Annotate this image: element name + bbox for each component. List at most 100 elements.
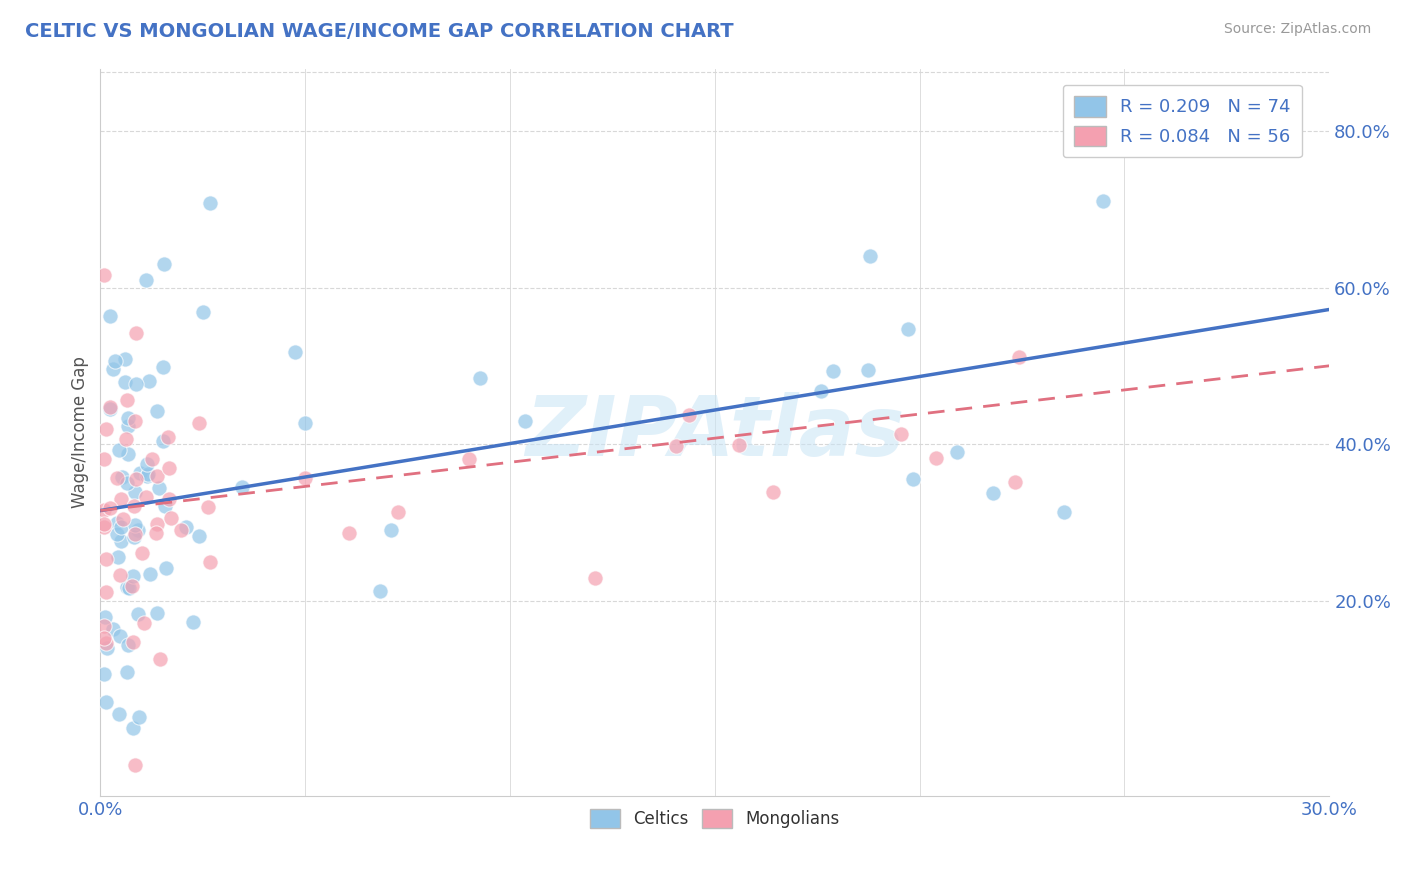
Point bbox=[188, 529, 211, 543]
Point bbox=[146, 469, 169, 483]
Point bbox=[93, 503, 115, 517]
Point bbox=[583, 571, 606, 585]
Point bbox=[145, 404, 167, 418]
Point bbox=[128, 466, 150, 480]
Point bbox=[138, 467, 160, 482]
Point bbox=[124, 414, 146, 428]
Point bbox=[96, 641, 118, 656]
Point bbox=[115, 393, 138, 408]
Point bbox=[114, 376, 136, 390]
Text: ZIPAtlas: ZIPAtlas bbox=[524, 392, 904, 473]
Point bbox=[117, 448, 139, 462]
Y-axis label: Wage/Income Gap: Wage/Income Gap bbox=[72, 357, 89, 508]
Point bbox=[122, 634, 145, 648]
Point bbox=[1053, 505, 1076, 519]
Point bbox=[125, 326, 148, 341]
Point bbox=[103, 354, 125, 368]
Point bbox=[124, 757, 146, 772]
Point bbox=[762, 484, 785, 499]
Point bbox=[110, 520, 132, 534]
Point bbox=[925, 451, 948, 466]
Point bbox=[159, 492, 181, 507]
Point bbox=[108, 443, 131, 458]
Point bbox=[125, 377, 148, 392]
Point bbox=[387, 505, 409, 519]
Point bbox=[117, 638, 139, 652]
Point bbox=[727, 438, 749, 452]
Point bbox=[191, 305, 214, 319]
Point bbox=[380, 523, 402, 537]
Point bbox=[107, 550, 129, 565]
Point bbox=[124, 526, 146, 541]
Point bbox=[122, 530, 145, 544]
Point bbox=[124, 517, 146, 532]
Point bbox=[665, 439, 688, 453]
Point bbox=[115, 432, 138, 446]
Point bbox=[284, 345, 307, 359]
Point bbox=[152, 434, 174, 449]
Point bbox=[141, 452, 163, 467]
Point bbox=[108, 629, 131, 643]
Point bbox=[170, 523, 193, 537]
Point bbox=[101, 361, 124, 376]
Point bbox=[110, 491, 132, 506]
Point bbox=[157, 460, 180, 475]
Point bbox=[94, 610, 117, 624]
Point bbox=[200, 196, 222, 211]
Point bbox=[121, 578, 143, 592]
Point bbox=[121, 569, 143, 583]
Point bbox=[108, 568, 131, 582]
Point bbox=[93, 451, 115, 466]
Legend: Celtics, Mongolians: Celtics, Mongolians bbox=[583, 803, 846, 835]
Point bbox=[513, 414, 536, 428]
Point bbox=[94, 584, 117, 599]
Point bbox=[93, 632, 115, 646]
Point bbox=[200, 556, 222, 570]
Point bbox=[105, 516, 128, 530]
Point bbox=[96, 421, 118, 435]
Point bbox=[128, 710, 150, 724]
Point bbox=[135, 469, 157, 483]
Point bbox=[107, 706, 129, 721]
Point bbox=[105, 471, 128, 485]
Point bbox=[111, 469, 134, 483]
Point bbox=[107, 526, 129, 541]
Point bbox=[983, 485, 1005, 500]
Point bbox=[294, 471, 316, 485]
Point bbox=[187, 417, 209, 431]
Point bbox=[118, 581, 141, 595]
Point bbox=[93, 516, 115, 531]
Point bbox=[93, 667, 115, 681]
Point bbox=[903, 473, 925, 487]
Point bbox=[457, 451, 479, 466]
Point bbox=[124, 484, 146, 499]
Point bbox=[93, 268, 115, 282]
Point bbox=[111, 512, 134, 526]
Point bbox=[231, 480, 253, 494]
Point bbox=[149, 652, 172, 666]
Point bbox=[152, 359, 174, 374]
Point bbox=[176, 519, 198, 533]
Point bbox=[810, 384, 832, 399]
Point bbox=[114, 351, 136, 366]
Point bbox=[136, 457, 159, 471]
Point bbox=[94, 552, 117, 566]
Point bbox=[115, 665, 138, 679]
Point bbox=[131, 546, 153, 560]
Point bbox=[1004, 475, 1026, 490]
Point bbox=[155, 560, 177, 574]
Text: Source: ZipAtlas.com: Source: ZipAtlas.com bbox=[1223, 22, 1371, 37]
Point bbox=[117, 580, 139, 594]
Point bbox=[823, 364, 845, 378]
Point bbox=[197, 500, 219, 515]
Text: CELTIC VS MONGOLIAN WAGE/INCOME GAP CORRELATION CHART: CELTIC VS MONGOLIAN WAGE/INCOME GAP CORR… bbox=[25, 22, 734, 41]
Point bbox=[98, 309, 121, 323]
Point bbox=[470, 370, 492, 384]
Point bbox=[101, 622, 124, 636]
Point bbox=[96, 695, 118, 709]
Point bbox=[160, 511, 183, 525]
Point bbox=[859, 249, 882, 263]
Point bbox=[153, 499, 176, 513]
Point bbox=[98, 501, 121, 516]
Point bbox=[93, 519, 115, 533]
